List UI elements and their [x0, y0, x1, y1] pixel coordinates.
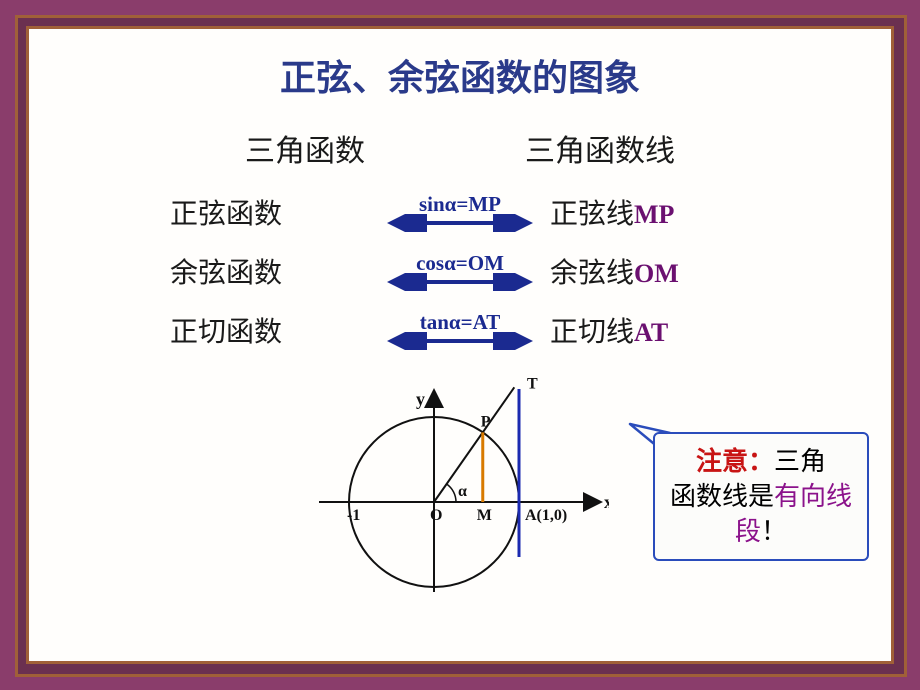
row-tangent: 正切函数 tanα=AT 正切线AT: [29, 300, 891, 359]
svg-text:O: O: [430, 507, 442, 524]
svg-text:y: y: [416, 389, 425, 409]
unit-circle-diagram: y x O -1 M A(1,0) P Tα: [289, 367, 609, 592]
svg-text:M: M: [477, 507, 492, 524]
row-middle: sinα=MP: [370, 192, 550, 232]
row-left-label: 余弦函数: [170, 251, 370, 291]
svg-text:P: P: [481, 413, 491, 430]
slide-canvas: 正弦、余弦函数的图象 三角函数 三角函数线 正弦函数 sinα=MP: [26, 26, 894, 664]
note-callout: 注意：三角 函数线是有向线段！: [653, 432, 869, 561]
svg-text:A(1,0): A(1,0): [525, 507, 567, 524]
svg-text:x: x: [604, 492, 609, 512]
line-suffix: MP: [634, 200, 674, 229]
note-t1: 三角: [774, 447, 826, 476]
double-arrow-icon: [385, 332, 535, 350]
function-rows: 正弦函数 sinα=MP 正弦线MP 余弦函数: [29, 182, 891, 359]
row-middle: cosα=OM: [370, 251, 550, 291]
row-right-label: 正切线AT: [550, 310, 750, 350]
svg-text:-1: -1: [347, 507, 360, 524]
row-right-label: 正弦线MP: [550, 192, 750, 232]
line-name: 正弦线: [550, 199, 634, 230]
diagram-area: y x O -1 M A(1,0) P Tα 注意：三角 函数线是有向线段！: [29, 367, 891, 597]
note-label: 注意：: [696, 447, 774, 476]
line-name: 正切线: [550, 317, 634, 348]
row-left-label: 正弦函数: [170, 192, 370, 232]
header-right: 三角函数线: [525, 126, 675, 170]
outer-frame: 正弦、余弦函数的图象 三角函数 三角函数线 正弦函数 sinα=MP: [15, 15, 907, 677]
svg-text:T: T: [527, 376, 538, 393]
line-suffix: AT: [634, 318, 668, 347]
double-arrow-icon: [385, 214, 535, 232]
svg-text:α: α: [458, 483, 467, 500]
row-middle: tanα=AT: [370, 310, 550, 350]
double-arrow-icon: [385, 273, 535, 291]
row-right-label: 余弦线OM: [550, 251, 750, 291]
row-sine: 正弦函数 sinα=MP 正弦线MP: [29, 182, 891, 241]
column-headers: 三角函数 三角函数线: [29, 126, 891, 170]
note-t2: 函数线是: [670, 482, 774, 511]
line-name: 余弦线: [550, 258, 634, 289]
row-cosine: 余弦函数 cosα=OM 余弦线OM: [29, 241, 891, 300]
header-left: 三角函数: [245, 126, 365, 170]
line-suffix: OM: [634, 259, 679, 288]
note-t3: ！: [761, 517, 787, 546]
row-left-label: 正切函数: [170, 310, 370, 350]
slide-title: 正弦、余弦函数的图象: [29, 49, 891, 101]
